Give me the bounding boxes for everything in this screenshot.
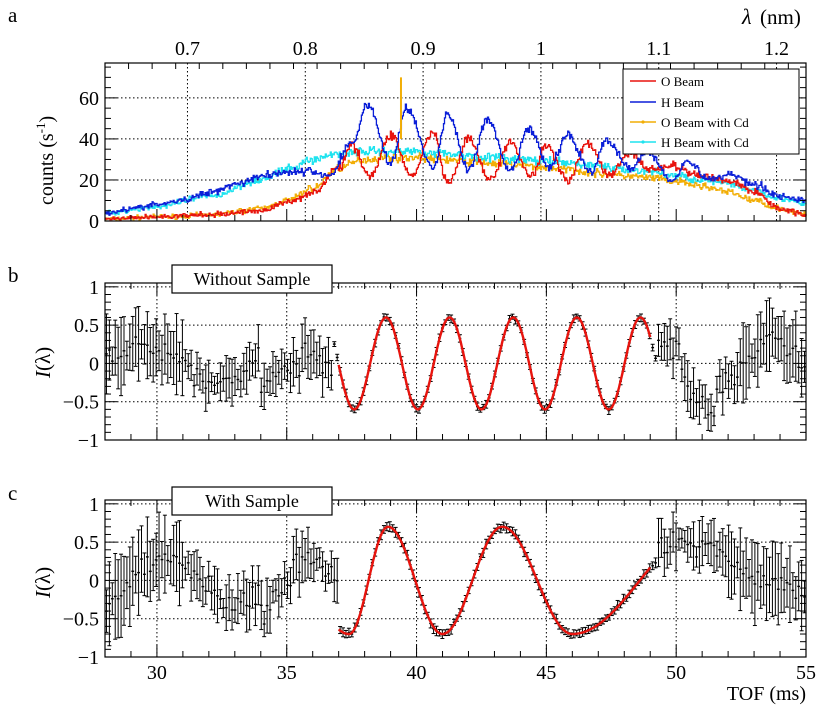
y-tick-label: 20 [79, 170, 99, 192]
y-tick-label: 1 [89, 494, 99, 516]
panel-a-series [105, 77, 807, 221]
top-tick-label: 0.8 [293, 38, 318, 60]
panel-c-y-axis-label: I(λ) [31, 567, 55, 599]
panel-c-grid [105, 500, 806, 657]
bottom-axis-label: TOF (ms) [727, 683, 806, 705]
legend-marker-o-beam-with-cd [641, 120, 645, 124]
series-h-beam-with-cd [105, 145, 807, 216]
panel-a-y-axis-label: counts (s-1) [33, 116, 58, 205]
legend-label-o-beam: O Beam [661, 74, 704, 89]
panel-a-frame [104, 62, 807, 222]
panel-b-data-points [104, 297, 807, 432]
top-axis-label-unit: (nm) [760, 5, 801, 29]
panel-b-title: Without Sample [194, 269, 311, 289]
y-tick-label: 40 [79, 129, 99, 151]
legend: O Beam H Beam O Beam with Cd H Beam with… [622, 68, 800, 155]
panel-a: a 0.7 0.8 0.9 1 1.1 1.2 0 20 40 60 λ (nm) counts… [8, 3, 807, 233]
legend-label-h-beam: H Beam [661, 95, 704, 110]
y-tick-label: 0.5 [74, 532, 99, 554]
panel-b: b −1 −0.5 0 0.5 1 Without Sample I(λ) [8, 263, 807, 452]
panel-c-x-tick-labels: 30 35 40 45 50 55 [147, 662, 816, 684]
panel-label-c: c [8, 481, 17, 505]
y-tick-label: −0.5 [63, 392, 99, 414]
y-tick-label: −1 [78, 430, 99, 452]
series-o-beam [105, 130, 807, 221]
x-tick-label: 30 [147, 662, 167, 684]
y-tick-label: −0.5 [63, 609, 99, 631]
panel-a-ticks [104, 63, 807, 222]
y-tick-label: 60 [79, 88, 99, 110]
y-tick-label: 0 [89, 353, 99, 375]
panel-b-y-axis-label: I(λ) [31, 347, 55, 379]
panel-label-a: a [8, 3, 18, 27]
legend-box [622, 68, 800, 155]
panel-a-top-tick-labels: 0.7 0.8 0.9 1 1.1 1.2 [175, 38, 789, 60]
panel-c: c −1 −0.5 0 0.5 1 30 35 40 45 50 55 With Sample I… [8, 481, 816, 705]
y-tick-label: −1 [78, 647, 99, 669]
y-tick-label: 1 [89, 277, 99, 299]
y-tick-label: 0 [89, 211, 99, 233]
y-tick-label: 0.5 [74, 315, 99, 337]
panel-b-ticks [104, 283, 807, 441]
panel-c-title: With Sample [205, 491, 299, 511]
x-tick-label: 40 [407, 662, 427, 684]
panel-c-data-points [104, 511, 807, 647]
panel-c-ticks [104, 500, 807, 658]
top-tick-label: 1.1 [646, 38, 671, 60]
legend-label-o-beam-with-cd: O Beam with Cd [661, 115, 749, 130]
panel-c-title-box [171, 486, 333, 516]
top-tick-label: 1.2 [764, 38, 789, 60]
panel-b-grid [105, 283, 806, 440]
panel-c-fit-curve [337, 525, 652, 636]
top-tick-label: 0.9 [411, 38, 436, 60]
panel-b-frame [104, 282, 807, 441]
legend-marker-h-beam-with-cd [641, 140, 645, 144]
x-tick-label: 55 [796, 662, 816, 684]
x-tick-label: 50 [666, 662, 686, 684]
x-tick-label: 35 [277, 662, 297, 684]
panel-a-y-tick-labels: 0 20 40 60 [79, 88, 99, 233]
legend-entry-h-beam: H Beam [630, 95, 704, 110]
legend-label-h-beam-with-cd: H Beam with Cd [661, 135, 749, 150]
y-tick-label: 0 [89, 570, 99, 592]
top-tick-label: 1 [536, 38, 546, 60]
panel-b-fit-curve [337, 316, 652, 411]
legend-entry-o-beam: O Beam [630, 74, 704, 89]
x-tick-label: 45 [536, 662, 556, 684]
panel-c-frame [104, 499, 807, 658]
panel-c-y-tick-labels: −1 −0.5 0 0.5 1 [63, 494, 99, 669]
series-h-beam [105, 102, 807, 216]
panel-b-y-tick-labels: −1 −0.5 0 0.5 1 [63, 277, 99, 452]
top-axis-label-symbol: λ [741, 4, 752, 29]
top-tick-label: 0.7 [175, 38, 200, 60]
panel-label-b: b [8, 263, 19, 287]
panel-b-title-box [171, 264, 333, 294]
series-o-beam-with-cd [105, 151, 807, 221]
